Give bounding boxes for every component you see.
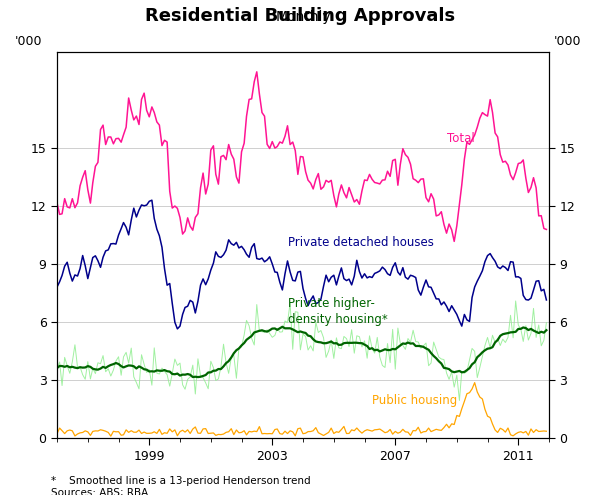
Title: Monthly: Monthly — [275, 10, 331, 24]
Text: '000: '000 — [15, 35, 43, 48]
Text: *    Smoothed line is a 13-period Henderson trend: * Smoothed line is a 13-period Henderson… — [51, 476, 311, 486]
Text: Private detached houses: Private detached houses — [287, 236, 433, 249]
Text: Private higher-
density housing*: Private higher- density housing* — [287, 297, 387, 326]
Text: Residential Building Approvals: Residential Building Approvals — [145, 7, 455, 25]
Text: Total: Total — [446, 132, 474, 145]
Text: Sources: ABS; RBA: Sources: ABS; RBA — [51, 488, 148, 495]
Text: '000: '000 — [554, 35, 581, 48]
Text: Public housing: Public housing — [372, 394, 457, 407]
